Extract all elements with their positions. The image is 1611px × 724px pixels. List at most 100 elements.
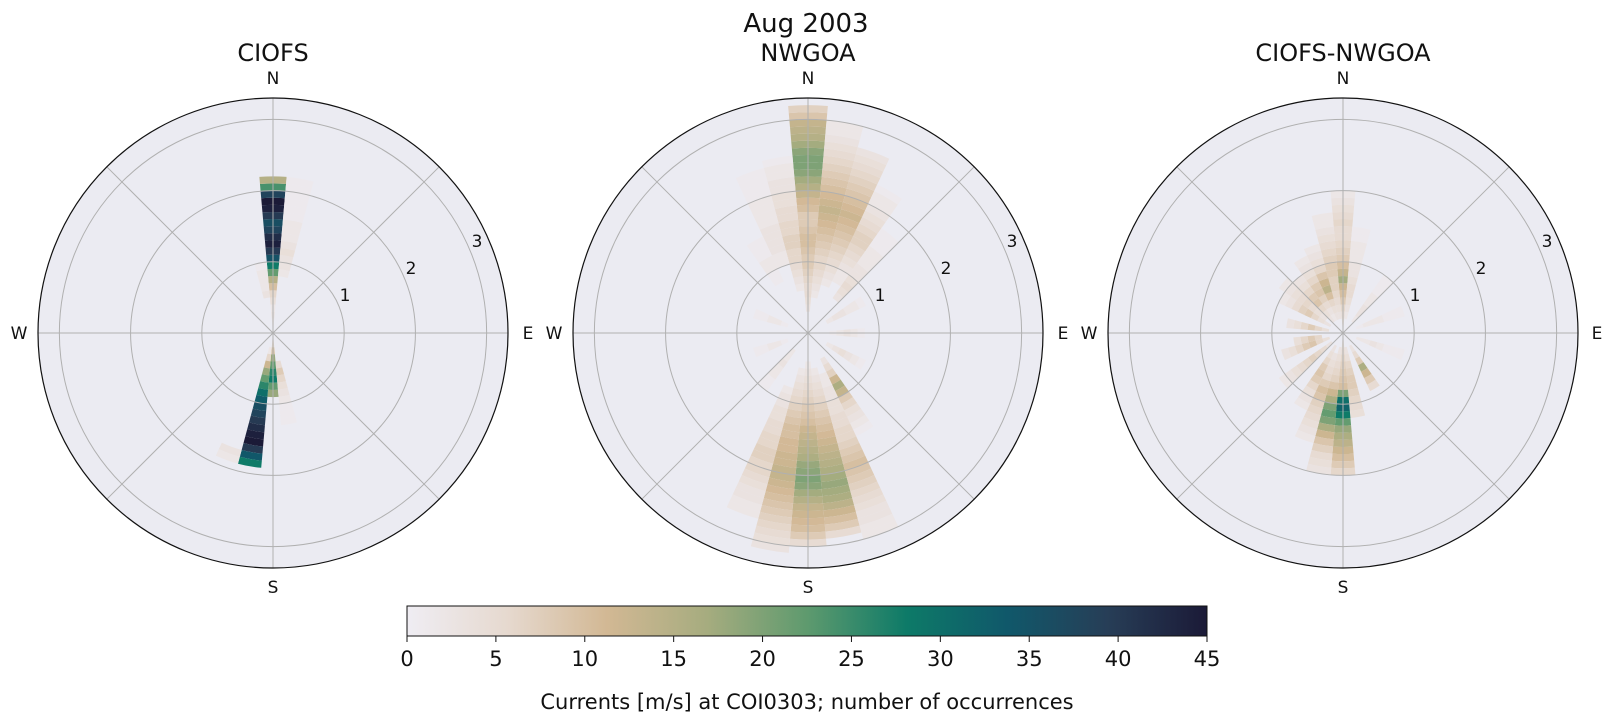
colorbar-label: Currents [m/s] at COI0303; number of occ… bbox=[540, 690, 1073, 714]
rose-bin bbox=[275, 360, 283, 369]
rose-bin bbox=[776, 443, 799, 454]
rose-bin bbox=[1300, 416, 1320, 430]
rose-bin bbox=[249, 415, 266, 426]
rose-bin bbox=[774, 257, 790, 269]
rose-bin bbox=[823, 148, 856, 162]
rose-bin bbox=[276, 367, 285, 376]
rose-bin bbox=[1300, 336, 1309, 345]
rose-bin bbox=[1293, 320, 1302, 330]
polar-grid-spoke bbox=[641, 332, 809, 500]
rose-bin bbox=[1317, 233, 1335, 244]
rose-bin bbox=[750, 242, 769, 258]
rose-bin bbox=[1321, 371, 1332, 382]
rose-bin bbox=[825, 342, 834, 350]
compass-label-w: W bbox=[11, 324, 28, 344]
rose-bin bbox=[1375, 314, 1385, 324]
rose-bin bbox=[276, 374, 286, 383]
rose-bin bbox=[1297, 304, 1308, 315]
panel-title: CIOFS-NWGOA bbox=[1255, 39, 1431, 67]
rose-bin bbox=[741, 181, 770, 198]
rose-bin bbox=[282, 212, 305, 223]
colorbar-tick-label: 45 bbox=[1194, 647, 1221, 671]
rose-bin bbox=[1322, 309, 1331, 318]
rose-bin bbox=[813, 262, 827, 272]
rose-bin bbox=[754, 249, 772, 263]
rose-bin bbox=[795, 374, 805, 383]
rose-bin bbox=[1344, 304, 1351, 313]
rose-bin bbox=[1358, 362, 1368, 372]
rose-bin bbox=[776, 212, 799, 223]
colorbar-tick-label: 10 bbox=[571, 647, 598, 671]
rose-bin bbox=[1284, 282, 1298, 297]
rose-bin bbox=[1344, 311, 1349, 320]
rose-bin bbox=[850, 167, 881, 185]
rose-bin bbox=[871, 191, 898, 211]
rose-bin bbox=[765, 236, 785, 250]
polar-grid bbox=[38, 98, 508, 568]
polar-grid-spoke bbox=[1342, 166, 1510, 334]
polar-grid-ring bbox=[593, 118, 1023, 548]
rose-bin bbox=[1355, 356, 1364, 366]
rose-bin bbox=[735, 481, 766, 499]
rose-bin bbox=[1306, 250, 1323, 263]
rose-bin bbox=[818, 205, 842, 217]
rose-bin bbox=[1330, 352, 1338, 361]
rose-bin bbox=[823, 362, 833, 372]
rose-bin bbox=[1326, 350, 1334, 359]
rose-bin bbox=[1313, 436, 1334, 447]
colorbar-gradient bbox=[406, 605, 1208, 637]
rose-bin bbox=[1278, 292, 1291, 306]
rose-bin bbox=[1301, 342, 1311, 352]
polar-outline bbox=[1107, 97, 1579, 569]
rose-bin bbox=[757, 378, 772, 392]
rose-bin bbox=[1310, 373, 1322, 385]
rose-bin bbox=[1302, 286, 1315, 298]
rose-bin bbox=[1321, 327, 1330, 332]
rose-bin bbox=[1297, 280, 1311, 293]
rose-bin bbox=[811, 367, 820, 376]
rose-bin bbox=[1350, 240, 1367, 251]
rose-bin bbox=[855, 500, 890, 519]
rose-bin bbox=[1349, 247, 1366, 258]
rose-bin bbox=[821, 477, 849, 490]
rose-bin bbox=[769, 184, 796, 196]
rose-bin bbox=[1281, 347, 1292, 361]
rose-bin bbox=[817, 219, 838, 230]
rose-bin bbox=[1362, 338, 1371, 346]
rose-bin bbox=[729, 494, 762, 512]
rose-bin bbox=[1349, 254, 1364, 265]
rose-bin bbox=[847, 242, 866, 258]
rose-bin bbox=[1298, 262, 1313, 275]
polar-grid bbox=[573, 98, 1043, 568]
rose-bin bbox=[1312, 391, 1327, 402]
colorbar-tick-label: 30 bbox=[927, 647, 954, 671]
rose-bin bbox=[1307, 323, 1316, 331]
rose-bin bbox=[865, 245, 884, 263]
rose-bin bbox=[825, 127, 862, 141]
rose-bin bbox=[1327, 298, 1336, 308]
rose-bin bbox=[843, 351, 854, 362]
rose-bin bbox=[1294, 344, 1305, 355]
rose-bin bbox=[1330, 313, 1337, 322]
rose-bin bbox=[844, 274, 859, 288]
rose-bin bbox=[812, 388, 825, 397]
rose-bin bbox=[1290, 287, 1303, 301]
rose-bin bbox=[1308, 340, 1318, 349]
rose-bin bbox=[267, 346, 272, 355]
rose-bin bbox=[773, 317, 783, 326]
rose-bin bbox=[859, 216, 882, 234]
rose-bin bbox=[1355, 323, 1364, 330]
rose-bin bbox=[282, 219, 303, 230]
rose-bin bbox=[853, 420, 874, 437]
rose-bin bbox=[1335, 304, 1342, 313]
rose-bin bbox=[814, 401, 829, 412]
rose-bin bbox=[765, 416, 785, 430]
rose-bin bbox=[738, 174, 768, 192]
rose-bin bbox=[822, 498, 855, 511]
rose-bin bbox=[1346, 283, 1356, 292]
rose-bin bbox=[279, 247, 296, 258]
rose-bin bbox=[1322, 336, 1331, 343]
rose-bin bbox=[746, 236, 766, 252]
rose-bin bbox=[1326, 307, 1334, 316]
rose-bin bbox=[869, 239, 889, 258]
